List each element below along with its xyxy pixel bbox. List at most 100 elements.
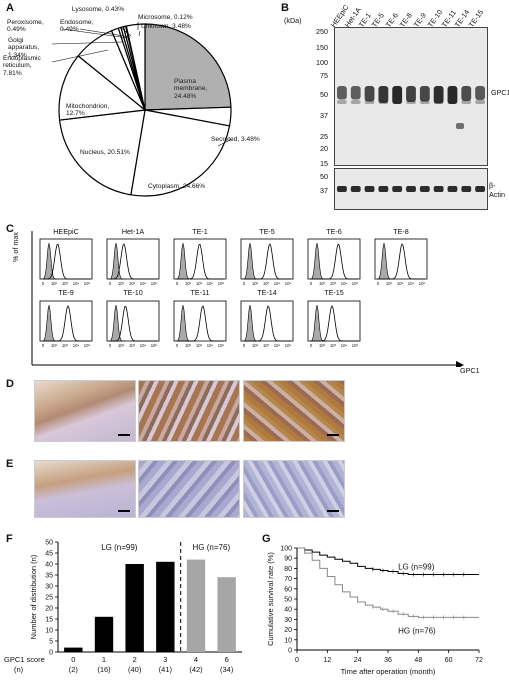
actin-band xyxy=(447,186,458,192)
blot-kda-label: (kDa) xyxy=(284,16,302,25)
blot-actin-label: β-Actin xyxy=(489,181,505,199)
bar-y-tick-label: 40 xyxy=(45,562,53,569)
bar-n-label: (42) xyxy=(189,665,203,674)
km-y-tick-label: 10 xyxy=(284,637,292,644)
pie-slice xyxy=(58,55,147,121)
flow-tick: 0 xyxy=(42,281,45,286)
blot-marker-label: 37 xyxy=(320,111,328,121)
group-label-hg: HG (n=76) xyxy=(193,543,231,552)
flow-tick: 10³ xyxy=(62,281,69,286)
km-x-tick-label: 0 xyxy=(295,657,299,664)
flow-tick: 0 xyxy=(176,343,179,348)
km-x-tick-label: 48 xyxy=(414,657,422,664)
km-y-tick-label: 90 xyxy=(284,556,292,563)
flow-tick: 0 xyxy=(42,343,45,348)
flow-tick: 10³ xyxy=(62,343,69,348)
blot-lane-label: TE-10 xyxy=(425,7,444,30)
flow-cell-line-label: TE-10 xyxy=(123,288,143,297)
bar-n-label: (34) xyxy=(220,665,234,674)
pie-label-plasma: Plasma membrane, 24.48% xyxy=(174,78,208,100)
km-y-tick-label: 40 xyxy=(284,607,292,614)
gpc1-band-lower xyxy=(475,100,485,104)
flow-tick: 10² xyxy=(319,343,326,348)
ihc-e-normal xyxy=(34,460,136,518)
km-y-tick-label: 100 xyxy=(280,546,292,553)
isotype-histogram xyxy=(311,304,327,342)
ihc-e-tumor-low xyxy=(138,460,240,518)
bar-category-label: 1 xyxy=(102,655,106,664)
blot-actin-membrane xyxy=(334,168,488,210)
gpc1-band xyxy=(364,86,375,102)
km-x-tick-label: 24 xyxy=(354,657,362,664)
gpc1-histogram xyxy=(42,305,90,342)
actin-band xyxy=(433,186,444,192)
bar-y-tick-label: 5 xyxy=(49,639,53,646)
flow-tick: 10⁴ xyxy=(207,343,214,348)
flow-tick: 10⁵ xyxy=(218,343,225,348)
bar-x-row-label: GPC1 score xyxy=(4,655,45,664)
blot-marker-label: 75 xyxy=(320,71,328,81)
pie-chart xyxy=(51,22,233,197)
pie-label-peroxisome: Peroxisome, 0.49% xyxy=(7,19,44,34)
gpc1-band xyxy=(378,86,389,103)
gpc1-histogram xyxy=(377,243,425,280)
gpc1-histogram xyxy=(243,305,291,342)
flow-tick: 10⁴ xyxy=(274,343,281,348)
pie-label-er: Endoplasmic reticulum, 7.81% xyxy=(3,55,41,77)
leader-line xyxy=(61,28,129,39)
km-y-tick-label: 70 xyxy=(284,576,292,583)
gpc1-band xyxy=(475,86,485,100)
bar xyxy=(125,564,144,652)
group-label-lg: LG (n=99) xyxy=(101,543,138,552)
blot-marker-label: 25 xyxy=(320,131,328,141)
actin-band xyxy=(406,186,416,192)
flow-cell-line-label: TE-1 xyxy=(192,227,208,236)
flow-tick: 10⁴ xyxy=(207,281,214,286)
gpc1-histogram xyxy=(109,305,157,342)
blot-marker-label: 50 xyxy=(320,172,328,181)
bar-category-label: 3 xyxy=(163,655,167,664)
bar-y-tick-label: 10 xyxy=(45,628,53,635)
flow-x-arrow xyxy=(456,361,464,367)
flow-tick: 10⁴ xyxy=(140,281,147,286)
km-y-tick-label: 60 xyxy=(284,586,292,593)
scale-bar xyxy=(118,510,130,512)
flow-cell-line-label: TE-15 xyxy=(324,288,344,297)
blot-marker-label: 250 xyxy=(316,26,328,36)
extra-band xyxy=(456,123,464,129)
km-y-axis-title: Cumulative survival rate (%) xyxy=(266,552,275,646)
gpc1-band-lower xyxy=(406,100,416,104)
panel-label-b: B xyxy=(281,2,289,14)
panel-label-g: G xyxy=(262,533,271,545)
actin-band xyxy=(378,186,389,192)
flow-tick: 10³ xyxy=(330,343,337,348)
flow-ylabel: % of max xyxy=(11,232,20,262)
bar-n-label: (41) xyxy=(159,665,173,674)
bar-n-label: (2) xyxy=(69,665,79,674)
flow-tick: 10⁵ xyxy=(84,281,91,286)
bar-category-label: 4 xyxy=(194,655,198,664)
flow-tick: 10⁴ xyxy=(73,343,80,348)
leader-line xyxy=(119,26,132,37)
flow-tick: 10³ xyxy=(397,281,404,286)
ihc-d-normal xyxy=(34,380,136,442)
actin-band xyxy=(419,186,430,192)
flow-tick: 10⁴ xyxy=(408,281,415,286)
actin-band xyxy=(350,186,361,192)
flow-tick: 10⁵ xyxy=(285,281,292,286)
leader-line xyxy=(51,49,109,63)
km-series-line xyxy=(297,547,479,618)
km-y-tick-label: 50 xyxy=(284,597,292,604)
bar-category-label: 0 xyxy=(71,655,75,664)
bar xyxy=(64,647,83,652)
gpc1-histogram xyxy=(243,243,291,280)
flow-cell-line-label: HEEpiC xyxy=(53,227,79,236)
gpc1-band-lower xyxy=(447,100,458,104)
flow-tick: 0 xyxy=(310,281,313,286)
km-series-line xyxy=(297,547,479,576)
flow-tick: 10⁴ xyxy=(274,281,281,286)
gpc1-band xyxy=(392,86,403,104)
bar xyxy=(186,559,206,652)
flow-tick: 0 xyxy=(243,281,246,286)
bar-y-tick-label: 0 xyxy=(49,650,53,657)
